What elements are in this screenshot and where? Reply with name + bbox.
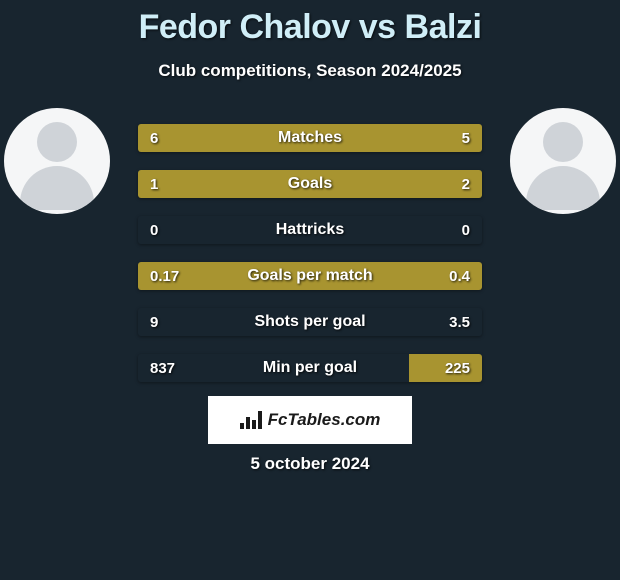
- branding-text: FcTables.com: [268, 410, 381, 430]
- stat-row: 93.5Shots per goal: [138, 308, 482, 336]
- page-title: Fedor Chalov vs Balzi: [0, 0, 620, 47]
- stat-row: 12Goals: [138, 170, 482, 198]
- stat-label: Hattricks: [138, 216, 482, 244]
- stat-label: Matches: [138, 124, 482, 152]
- date-label: 5 october 2024: [0, 454, 620, 474]
- player-right-avatar: [510, 108, 616, 214]
- stat-label: Goals per match: [138, 262, 482, 290]
- stat-row: 837225Min per goal: [138, 354, 482, 382]
- stats-bars: 65Matches 12Goals 00Hattricks 0.170.4Goals …: [138, 124, 482, 400]
- avatar-placeholder-icon: [4, 108, 110, 214]
- stat-label: Shots per goal: [138, 308, 482, 336]
- stat-row: 00Hattricks: [138, 216, 482, 244]
- player-left-avatar: [4, 108, 110, 214]
- branding-badge: FcTables.com: [208, 396, 412, 444]
- stat-label: Goals: [138, 170, 482, 198]
- avatar-placeholder-icon: [510, 108, 616, 214]
- stat-row: 65Matches: [138, 124, 482, 152]
- stat-row: 0.170.4Goals per match: [138, 262, 482, 290]
- barchart-icon: [240, 411, 262, 429]
- subtitle: Club competitions, Season 2024/2025: [0, 61, 620, 81]
- stat-label: Min per goal: [138, 354, 482, 382]
